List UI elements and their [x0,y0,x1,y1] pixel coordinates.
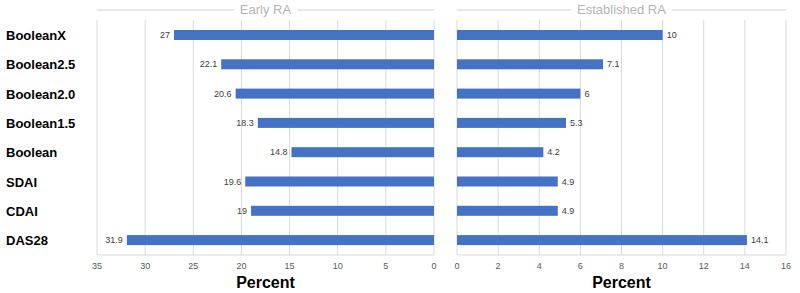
panel-title: Early RA [240,2,292,17]
grid-line [580,20,581,255]
title-background [234,1,298,18]
tick-label: 0 [431,261,436,271]
grid-line [97,20,98,255]
tick-label: 5 [383,261,388,271]
bar [174,30,434,40]
axis-label: Percent [236,274,295,291]
bar [457,89,580,99]
bar [245,177,434,187]
grid-line [289,20,290,255]
tick-label: 30 [140,261,150,271]
grid-line [434,20,435,255]
bar [457,118,566,128]
bar [457,147,543,157]
grid-line [539,20,540,255]
tick-label: 14 [740,261,750,271]
grid-line [662,20,663,255]
x-axis [457,255,786,256]
data-label: 20.6 [214,89,232,99]
category-label: Boolean2.5 [6,57,75,72]
grid-line [145,20,146,255]
data-label: 4.9 [562,177,575,187]
bar [457,177,558,187]
tick-label: 8 [619,261,624,271]
category-label: CDAI [6,204,38,219]
data-label: 14.1 [751,235,769,245]
tick-label: 4 [537,261,542,271]
tick-label: 10 [658,261,668,271]
data-label: 18.3 [236,118,254,128]
category-label: Boolean2.0 [6,87,75,102]
grid-line [621,20,622,255]
bar [127,235,434,245]
grid-line [744,20,745,255]
grid-line [241,20,242,255]
bar [258,118,434,128]
bar [457,235,747,245]
chart: BooleanX Boolean2.5 Boolean2.0 Boolean1.5 Bo… [0,0,800,293]
grid-line [193,20,194,255]
axis-label: Percent [592,274,651,291]
grid-line [703,20,704,255]
data-label: 7.1 [607,59,620,69]
panel-title: Established RA [577,2,666,17]
title-background [571,1,672,18]
category-label: Boolean [6,145,57,160]
bar [236,89,434,99]
data-label: 10 [667,30,677,40]
category-label: BooleanX [6,28,66,43]
bar [457,30,663,40]
category-label: DAS28 [6,233,48,248]
bar [221,59,434,69]
data-label: 19 [237,206,247,216]
data-label: 27 [160,30,170,40]
tick-label: 25 [188,261,198,271]
tick-label: 12 [699,261,709,271]
data-label: 31.9 [105,235,123,245]
bar [457,59,603,69]
category-label: SDAI [6,175,37,190]
grid-line [385,20,386,255]
grid-line [498,20,499,255]
bars [127,30,434,245]
tick-label: 35 [92,261,102,271]
x-axis [97,255,434,256]
data-label: 14.8 [270,147,288,157]
bar [251,206,434,216]
data-label: 4.2 [547,147,560,157]
grid-line [337,20,338,255]
data-label: 4.9 [562,206,575,216]
bar [291,147,434,157]
data-label: 19.6 [224,177,242,187]
data-label: 22.1 [200,59,218,69]
tick-label: 0 [454,261,459,271]
category-label: Boolean1.5 [6,116,75,131]
tick-label: 16 [781,261,791,271]
grid-line [457,20,458,255]
tick-label: 20 [236,261,246,271]
grid-line [786,20,787,255]
data-label: 6 [584,89,589,99]
tick-label: 2 [496,261,501,271]
data-label: 5.3 [570,118,583,128]
tick-label: 6 [578,261,583,271]
bars [457,30,747,245]
tick-label: 10 [333,261,343,271]
bar [457,206,558,216]
tick-label: 15 [285,261,295,271]
